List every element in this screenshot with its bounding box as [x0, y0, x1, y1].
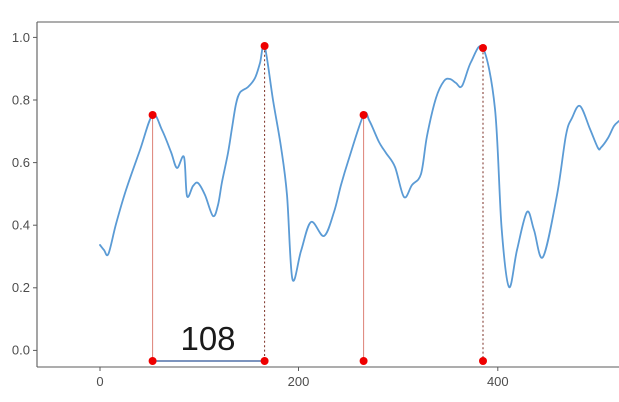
svg-text:108: 108: [180, 320, 235, 357]
svg-text:200: 200: [288, 374, 310, 389]
svg-text:0.4: 0.4: [12, 218, 30, 233]
svg-text:0.6: 0.6: [12, 155, 30, 170]
svg-text:0.8: 0.8: [12, 93, 30, 108]
svg-text:1.0: 1.0: [12, 30, 30, 45]
svg-text:0.2: 0.2: [12, 280, 30, 295]
svg-text:400: 400: [487, 374, 509, 389]
svg-text:0: 0: [96, 374, 103, 389]
svg-text:0.0: 0.0: [12, 343, 30, 358]
